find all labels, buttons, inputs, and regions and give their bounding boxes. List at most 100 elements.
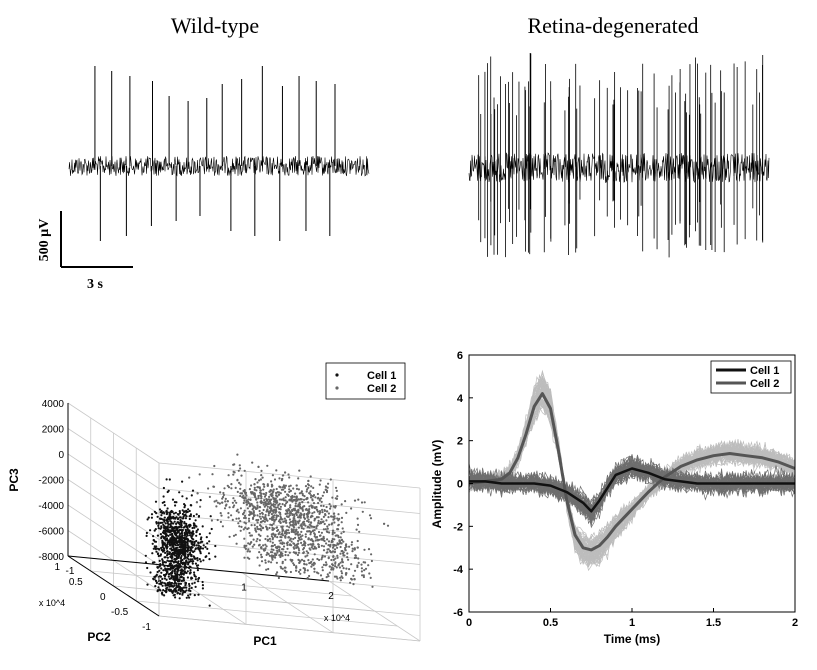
cell-2-point (307, 511, 310, 514)
cell-1-spike-trace (468, 460, 796, 522)
cell-2-point (360, 567, 363, 570)
cell-2-point (335, 534, 339, 537)
cell-1-point (188, 560, 191, 563)
cell-2-point (345, 511, 348, 514)
cell-2-point (258, 509, 261, 513)
cell-1-point (190, 540, 193, 543)
cell-2-point (243, 469, 246, 472)
cell-1-point (189, 513, 192, 516)
cell-2-point (341, 564, 344, 568)
cell-2-point (272, 548, 275, 551)
cell-2-point (295, 528, 298, 531)
cell-2-point (252, 507, 255, 510)
cell-1-point (165, 537, 169, 540)
cell-1-point (192, 532, 195, 536)
cell-2-point (327, 544, 330, 547)
cell-2-point (233, 499, 236, 502)
cell-2-point (248, 505, 251, 508)
cell-1-point (197, 547, 200, 551)
cell-1-point (157, 586, 160, 589)
cell-1-point (185, 596, 188, 599)
cell-1-point (171, 516, 174, 519)
cell-2-point (270, 483, 273, 486)
pc1-axis-label: PC1 (253, 634, 277, 648)
cell-2-point (327, 512, 330, 515)
cell-2-point (243, 556, 246, 559)
cell-1-point (174, 511, 177, 514)
cell-1-point (159, 589, 162, 592)
cell-1-point (149, 571, 152, 574)
cell-2-point (331, 564, 335, 567)
cell-2-point (297, 477, 300, 480)
cell-1-point (167, 575, 170, 578)
cell-2-point (321, 554, 324, 557)
cell-2-point (260, 497, 263, 500)
y-tick-label: 2 (457, 436, 463, 448)
cell-1-point (181, 495, 184, 498)
cell-2-point (276, 551, 279, 554)
cell-2-point (227, 474, 230, 477)
cell-2-point (262, 508, 265, 512)
cell-1-point (183, 510, 186, 513)
cell-1-point (185, 497, 188, 500)
cell-1-point (188, 582, 191, 586)
cell-1-point (164, 573, 167, 577)
cell-1-point (206, 547, 209, 551)
cell-2-point (259, 478, 262, 481)
cell-2-point (310, 514, 313, 518)
cell-2-point (288, 526, 291, 529)
cell-2-point (237, 522, 240, 525)
cell-2-point (302, 551, 305, 555)
cell-2-point (295, 500, 298, 503)
cell-2-point (304, 508, 307, 511)
pca-gridline (67, 504, 160, 566)
cell-1-point (208, 540, 211, 543)
cell-2-point (273, 478, 277, 481)
cell-2-point (250, 541, 253, 544)
cell-2-point (266, 483, 269, 486)
cell-2-point (240, 525, 243, 529)
cell-2-point (297, 558, 300, 562)
cell-2-point (253, 543, 256, 546)
cell-2-point (258, 479, 261, 482)
cell-2-point (284, 499, 287, 502)
cell-2-point (354, 554, 357, 557)
cell-1-point (189, 569, 192, 572)
cell-2-point (327, 516, 330, 519)
cell-2-point (252, 516, 255, 519)
cell-2-point (327, 482, 330, 485)
cell-1-point (190, 576, 193, 579)
cell-2-point (321, 510, 324, 514)
cell-1-point (204, 555, 207, 559)
legend-marker (335, 373, 339, 377)
cell-2-point (335, 497, 338, 500)
cell-1-point (164, 584, 167, 587)
cell-2-point (267, 510, 270, 513)
cell-1-point (178, 552, 182, 555)
cell-2-point (370, 553, 373, 556)
cell-1-point (194, 562, 197, 565)
cell-2-point (306, 488, 309, 491)
cell-1-point (159, 579, 162, 583)
cell-1-point (176, 552, 179, 555)
cell-2-point (213, 464, 216, 468)
y-tick-label: 6 (457, 350, 463, 362)
y-tick-label: 4 (457, 393, 464, 405)
x-tick-label: 0.5 (543, 617, 558, 629)
cell-2-point (291, 494, 294, 498)
cell-2-point (279, 565, 282, 568)
cell-2-point (320, 504, 323, 507)
cell-2-point (339, 561, 342, 564)
cell-2-point (264, 504, 267, 507)
cell-1-point (168, 551, 171, 554)
cell-2-point (279, 513, 282, 516)
cell-1-point (178, 511, 182, 515)
cell-2-point (247, 500, 250, 503)
cell-2-point (304, 524, 307, 527)
cell-2-point (265, 528, 269, 531)
cell-2-point (247, 498, 250, 501)
cell-2-point (248, 557, 251, 560)
cell-2-point (335, 489, 338, 492)
cell-2-point (294, 544, 297, 547)
cell-2-point (238, 464, 241, 467)
